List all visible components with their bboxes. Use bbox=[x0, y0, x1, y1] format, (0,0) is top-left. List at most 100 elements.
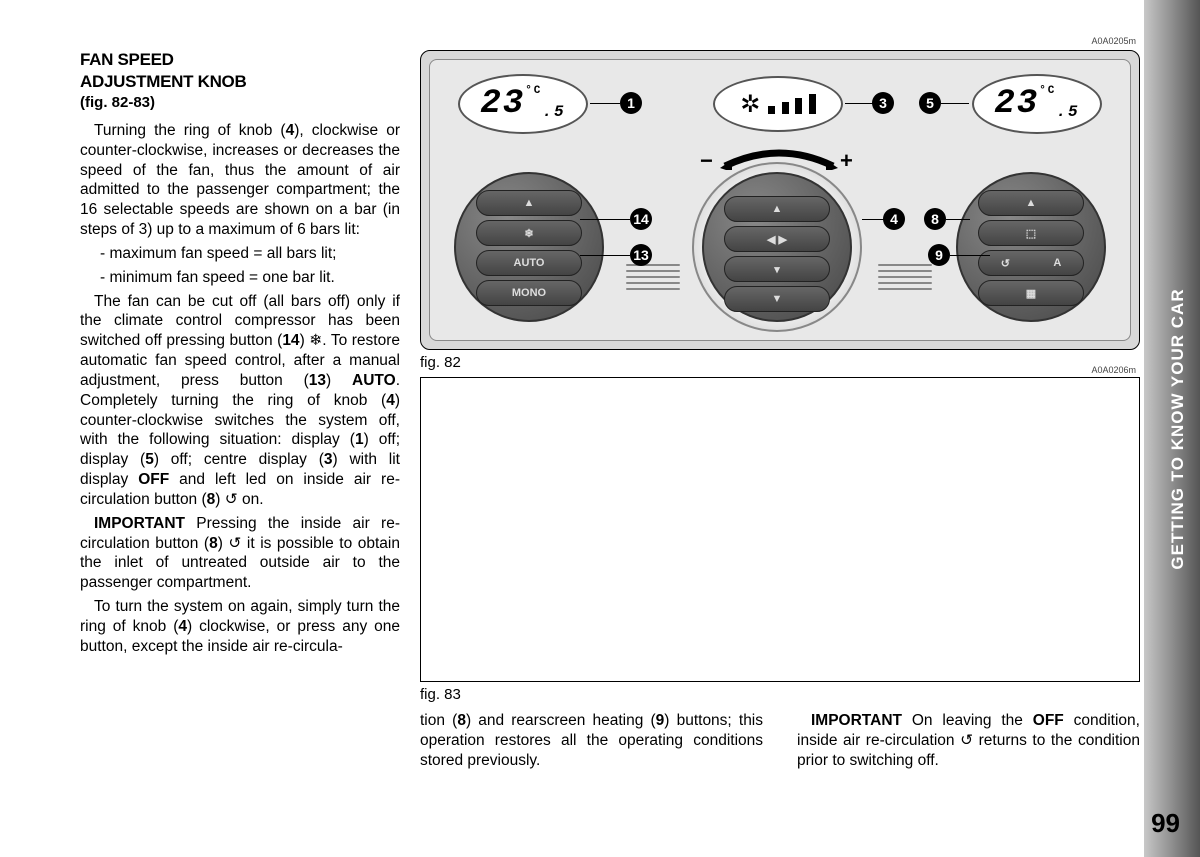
para-3: IMPORTANT Pressing the inside air re-cir… bbox=[80, 514, 400, 593]
para-1: Turning the ring of knob (4), clockwise … bbox=[80, 121, 400, 240]
knob-mid[interactable]: ▲ ◀ ▶ ▾ ▼ bbox=[702, 172, 852, 322]
btn-recirc[interactable]: ↺A bbox=[978, 250, 1084, 276]
bullet-1: - maximum fan speed = all bars lit; bbox=[80, 244, 400, 264]
callout-8: 8 bbox=[924, 208, 946, 230]
btn-snow[interactable]: ❄ bbox=[476, 220, 582, 246]
btn-air-down[interactable]: ▼ bbox=[724, 286, 830, 312]
t: ) and rearscreen heating ( bbox=[466, 712, 656, 729]
t: On leaving the bbox=[902, 712, 1033, 729]
callout-13: 13 bbox=[630, 244, 652, 266]
heading-figref: (fig. 82-83) bbox=[80, 94, 400, 111]
fig83-code: A0A0206m bbox=[1091, 365, 1136, 375]
para-6: IMPORTANT On leaving the OFF condition, … bbox=[797, 711, 1140, 770]
leader bbox=[950, 255, 990, 256]
callout-14: 14 bbox=[630, 208, 652, 230]
btn-air-face[interactable]: ◀ ▶ bbox=[724, 226, 830, 252]
fig83-caption: fig. 83 bbox=[420, 686, 1140, 703]
unit: °C bbox=[1039, 85, 1056, 97]
important-2: IMPORTANT bbox=[811, 712, 902, 729]
minus-label: − bbox=[700, 148, 713, 174]
t: ), clockwise or counter-clockwise, incre… bbox=[80, 122, 400, 238]
a: A bbox=[1053, 257, 1061, 269]
ref-9: 9 bbox=[656, 712, 665, 729]
t: tion ( bbox=[420, 712, 457, 729]
leader bbox=[590, 103, 620, 104]
temp-right: 23°C.5 bbox=[994, 85, 1079, 123]
btn-up-r[interactable]: ▲ bbox=[978, 190, 1084, 216]
callout-4: 4 bbox=[883, 208, 905, 230]
ref-8c: 8 bbox=[457, 712, 466, 729]
sidebar-tab: GETTING TO KNOW YOUR CAR bbox=[1144, 0, 1200, 857]
para-4: To turn the system on again, simply turn… bbox=[80, 597, 400, 656]
t: ) bbox=[326, 372, 352, 389]
bar bbox=[809, 94, 816, 114]
fig82-caption: fig. 82 bbox=[420, 354, 1140, 371]
dec: .5 bbox=[542, 103, 565, 121]
ref-8: 8 bbox=[207, 491, 216, 508]
body-text: Turning the ring of knob (4), clockwise … bbox=[80, 121, 400, 657]
fan-icon: ✲ bbox=[740, 90, 760, 119]
ref-4c: 4 bbox=[178, 618, 187, 635]
ref-3: 3 bbox=[324, 451, 333, 468]
heading-line1: FAN SPEED bbox=[80, 50, 400, 70]
ref-13: 13 bbox=[309, 372, 326, 389]
left-column: FAN SPEED ADJUSTMENT KNOB (fig. 82-83) T… bbox=[80, 50, 400, 661]
bar bbox=[768, 106, 775, 114]
callout-1: 1 bbox=[620, 92, 642, 114]
leader bbox=[862, 219, 884, 220]
ref-5: 5 bbox=[145, 451, 154, 468]
callout-5: 5 bbox=[919, 92, 941, 114]
off-label: OFF bbox=[138, 471, 169, 488]
auto-label: AUTO bbox=[352, 372, 396, 389]
ref-4b: 4 bbox=[386, 392, 395, 409]
temp-left: 23°C.5 bbox=[480, 85, 565, 123]
btn-defrost-front[interactable]: ⬚ bbox=[978, 220, 1084, 246]
leader bbox=[580, 255, 630, 256]
leader bbox=[946, 219, 970, 220]
plus-label: + bbox=[840, 148, 853, 174]
v: 23 bbox=[994, 85, 1039, 123]
btn-up[interactable]: ▲ bbox=[476, 190, 582, 216]
btn-auto[interactable]: AUTO bbox=[476, 250, 582, 276]
knob-left[interactable]: ▲ ❄ AUTO MONO bbox=[454, 172, 604, 322]
fig83 bbox=[420, 377, 1140, 682]
fig83-wrap: A0A0206m fig. 83 bbox=[420, 377, 1140, 703]
fig82: 23°C.5 ✲ 23°C.5 bbox=[420, 50, 1140, 350]
dec: .5 bbox=[1056, 103, 1079, 121]
recirc-icon: ↺ bbox=[1001, 257, 1010, 270]
unit: °C bbox=[525, 85, 542, 97]
display-center: ✲ bbox=[713, 76, 843, 132]
btn-air-up[interactable]: ▲ bbox=[724, 196, 830, 222]
lower-columns: tion (8) and rearscreen heating (9) butt… bbox=[420, 703, 1140, 774]
para-2: The fan can be cut off (all bars off) on… bbox=[80, 292, 400, 510]
ref-1: 1 bbox=[355, 431, 364, 448]
v: 23 bbox=[480, 85, 525, 123]
right-column: A0A0205m 23°C.5 ✲ bbox=[420, 50, 1140, 774]
para-5: tion (8) and rearscreen heating (9) butt… bbox=[420, 711, 763, 770]
t: ) off; centre display ( bbox=[154, 451, 324, 468]
bar bbox=[782, 102, 789, 114]
t: Turning the ring of knob ( bbox=[94, 122, 286, 139]
callout-3: 3 bbox=[872, 92, 894, 114]
t: ) ↺ on. bbox=[215, 491, 263, 508]
ref-4: 4 bbox=[286, 122, 295, 139]
leader bbox=[580, 219, 630, 220]
bar bbox=[795, 98, 802, 114]
ref-14: 14 bbox=[282, 332, 299, 349]
ref-8b: 8 bbox=[209, 535, 218, 552]
bullet-2: - minimum fan speed = one bar lit. bbox=[80, 268, 400, 288]
fan-bars bbox=[766, 94, 815, 114]
display-right: 23°C.5 bbox=[972, 74, 1102, 134]
important-1: IMPORTANT bbox=[94, 515, 185, 532]
page: GETTING TO KNOW YOUR CAR 99 FAN SPEED AD… bbox=[0, 0, 1200, 857]
btn-defrost-rear[interactable]: ▦ bbox=[978, 280, 1084, 306]
vent-right bbox=[878, 260, 932, 294]
page-number: 99 bbox=[1151, 808, 1180, 839]
fig82-wrap: A0A0205m 23°C.5 ✲ bbox=[420, 50, 1140, 371]
lower-col-1: tion (8) and rearscreen heating (9) butt… bbox=[420, 711, 763, 774]
btn-air-feet[interactable]: ▾ bbox=[724, 256, 830, 282]
display-left: 23°C.5 bbox=[458, 74, 588, 134]
knob-right[interactable]: ▲ ⬚ ↺A ▦ bbox=[956, 172, 1106, 322]
btn-mono[interactable]: MONO bbox=[476, 280, 582, 306]
sidebar-label: GETTING TO KNOW YOUR CAR bbox=[1168, 288, 1188, 569]
